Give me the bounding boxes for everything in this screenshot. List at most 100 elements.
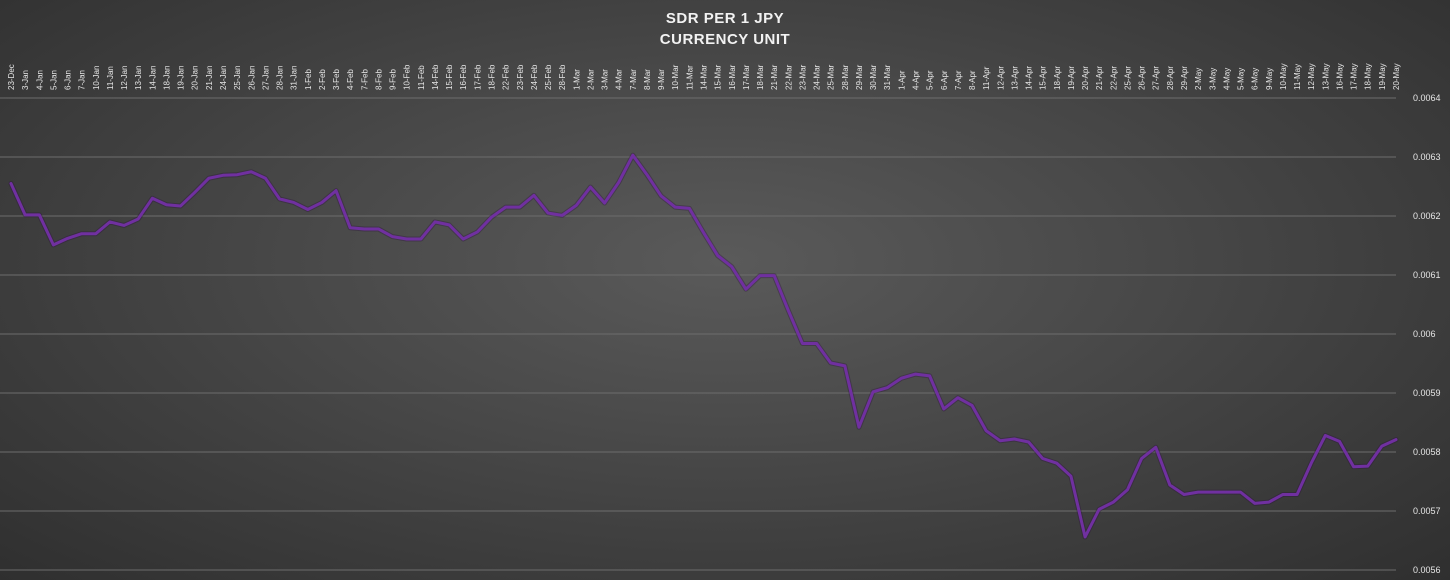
data-point (94, 232, 97, 235)
x-tick-label: 9-May (1265, 68, 1274, 90)
x-tick-label: 23-Feb (516, 64, 525, 90)
data-point (9, 182, 13, 185)
data-point (1069, 474, 1073, 478)
x-tick-label: 25-Apr (1123, 66, 1132, 90)
data-point (38, 213, 41, 217)
x-tick-label: 23-Dec (7, 64, 16, 90)
x-tick-label: 3-Jan (21, 70, 30, 90)
data-point (1126, 488, 1129, 491)
y-tick-label: 0.0058 (1413, 447, 1441, 457)
chart-title-line-1: SDR PER 1 JPY (665, 10, 785, 27)
x-tick-label: 12-Apr (996, 66, 1005, 90)
x-tick-label: 17-Feb (473, 64, 482, 90)
data-point (1310, 462, 1313, 465)
data-point (1140, 457, 1143, 460)
data-point (914, 372, 917, 376)
x-tick-label: 4-May (1222, 68, 1231, 90)
x-tick-label: 18-Apr (1053, 66, 1062, 90)
x-tick-label: 4-Mar (615, 69, 624, 90)
data-point (1027, 440, 1030, 444)
x-tick-label: 29-Apr (1180, 66, 1189, 90)
x-tick-label: 28-Jan (276, 66, 285, 90)
y-tick-label: 0.0057 (1413, 506, 1441, 516)
data-point (334, 189, 338, 192)
data-point (193, 191, 196, 194)
data-point (419, 237, 423, 241)
x-tick-label: 15-Apr (1039, 66, 1048, 90)
y-tick-label: 0.0056 (1413, 565, 1441, 575)
x-tick-label: 14-Apr (1025, 66, 1034, 90)
data-point (970, 404, 974, 407)
data-point (575, 204, 578, 207)
x-tick-label: 25-Feb (544, 64, 553, 90)
data-point (716, 254, 719, 257)
data-point (348, 226, 352, 229)
x-tick-label: 19-May (1378, 63, 1387, 90)
x-tick-label: 16-Mar (728, 64, 737, 90)
x-tick-label: 13-Jan (134, 66, 143, 90)
x-tick-label: 28-Mar (841, 64, 850, 90)
x-tick-label: 5-May (1237, 68, 1246, 90)
x-tick-label: 21-Apr (1095, 66, 1104, 90)
x-tick-label: 15-Mar (714, 64, 723, 90)
data-point (320, 201, 324, 204)
data-point (560, 214, 564, 217)
data-point (292, 201, 295, 204)
x-tick-label: 29-Mar (855, 64, 864, 90)
x-tick-label: 6-Jan (64, 70, 73, 90)
y-tick-label: 0.006 (1413, 329, 1436, 339)
data-point (1324, 434, 1327, 437)
data-point (758, 274, 762, 277)
y-tick-label: 0.0059 (1413, 388, 1441, 398)
data-point (1394, 438, 1398, 441)
x-tick-label: 27-Jan (261, 66, 270, 90)
data-point (928, 374, 931, 378)
data-point (1182, 493, 1186, 496)
x-tick-label: 18-May (1364, 63, 1373, 90)
x-tick-label: 13-May (1321, 63, 1330, 90)
data-point (66, 237, 69, 240)
x-tick-label: 31-Jan (290, 66, 299, 90)
data-point (589, 185, 592, 189)
data-point (1154, 446, 1157, 449)
data-point (433, 220, 437, 224)
data-point (956, 396, 960, 399)
data-point (659, 194, 663, 198)
y-tick-label: 0.0061 (1413, 270, 1441, 280)
data-point (886, 386, 889, 389)
data-point (476, 230, 479, 234)
data-point (1267, 500, 1271, 504)
data-point (405, 237, 408, 241)
data-point (688, 207, 691, 210)
x-tick-label: 8-Feb (374, 69, 383, 90)
data-point (546, 211, 550, 215)
x-tick-label: 18-Feb (488, 64, 497, 90)
x-tick-label: 20-Apr (1081, 66, 1090, 90)
data-point (250, 170, 253, 173)
data-point (207, 177, 211, 180)
x-tick-label: 22-Feb (502, 64, 511, 90)
data-point (518, 205, 521, 209)
x-tick-label: 4-Apr (911, 70, 920, 90)
data-point (278, 197, 281, 201)
y-tick-label: 0.0062 (1413, 211, 1441, 221)
data-point (1168, 483, 1172, 487)
series-line-shadow (8, 152, 1399, 540)
x-tick-label: 16-Feb (459, 64, 468, 90)
data-point (1338, 440, 1341, 443)
data-point (801, 342, 804, 345)
x-tick-label: 23-Mar (798, 64, 807, 90)
data-point (136, 217, 140, 221)
data-point (1112, 500, 1115, 504)
series-line (9, 153, 1398, 539)
data-point (603, 201, 606, 205)
data-point (532, 194, 536, 197)
data-point (1083, 535, 1087, 539)
data-point (871, 390, 875, 394)
data-point (730, 265, 733, 268)
x-tick-label: 24-Mar (813, 64, 822, 90)
data-point (235, 173, 239, 176)
x-tick-label: 16-May (1335, 63, 1344, 90)
